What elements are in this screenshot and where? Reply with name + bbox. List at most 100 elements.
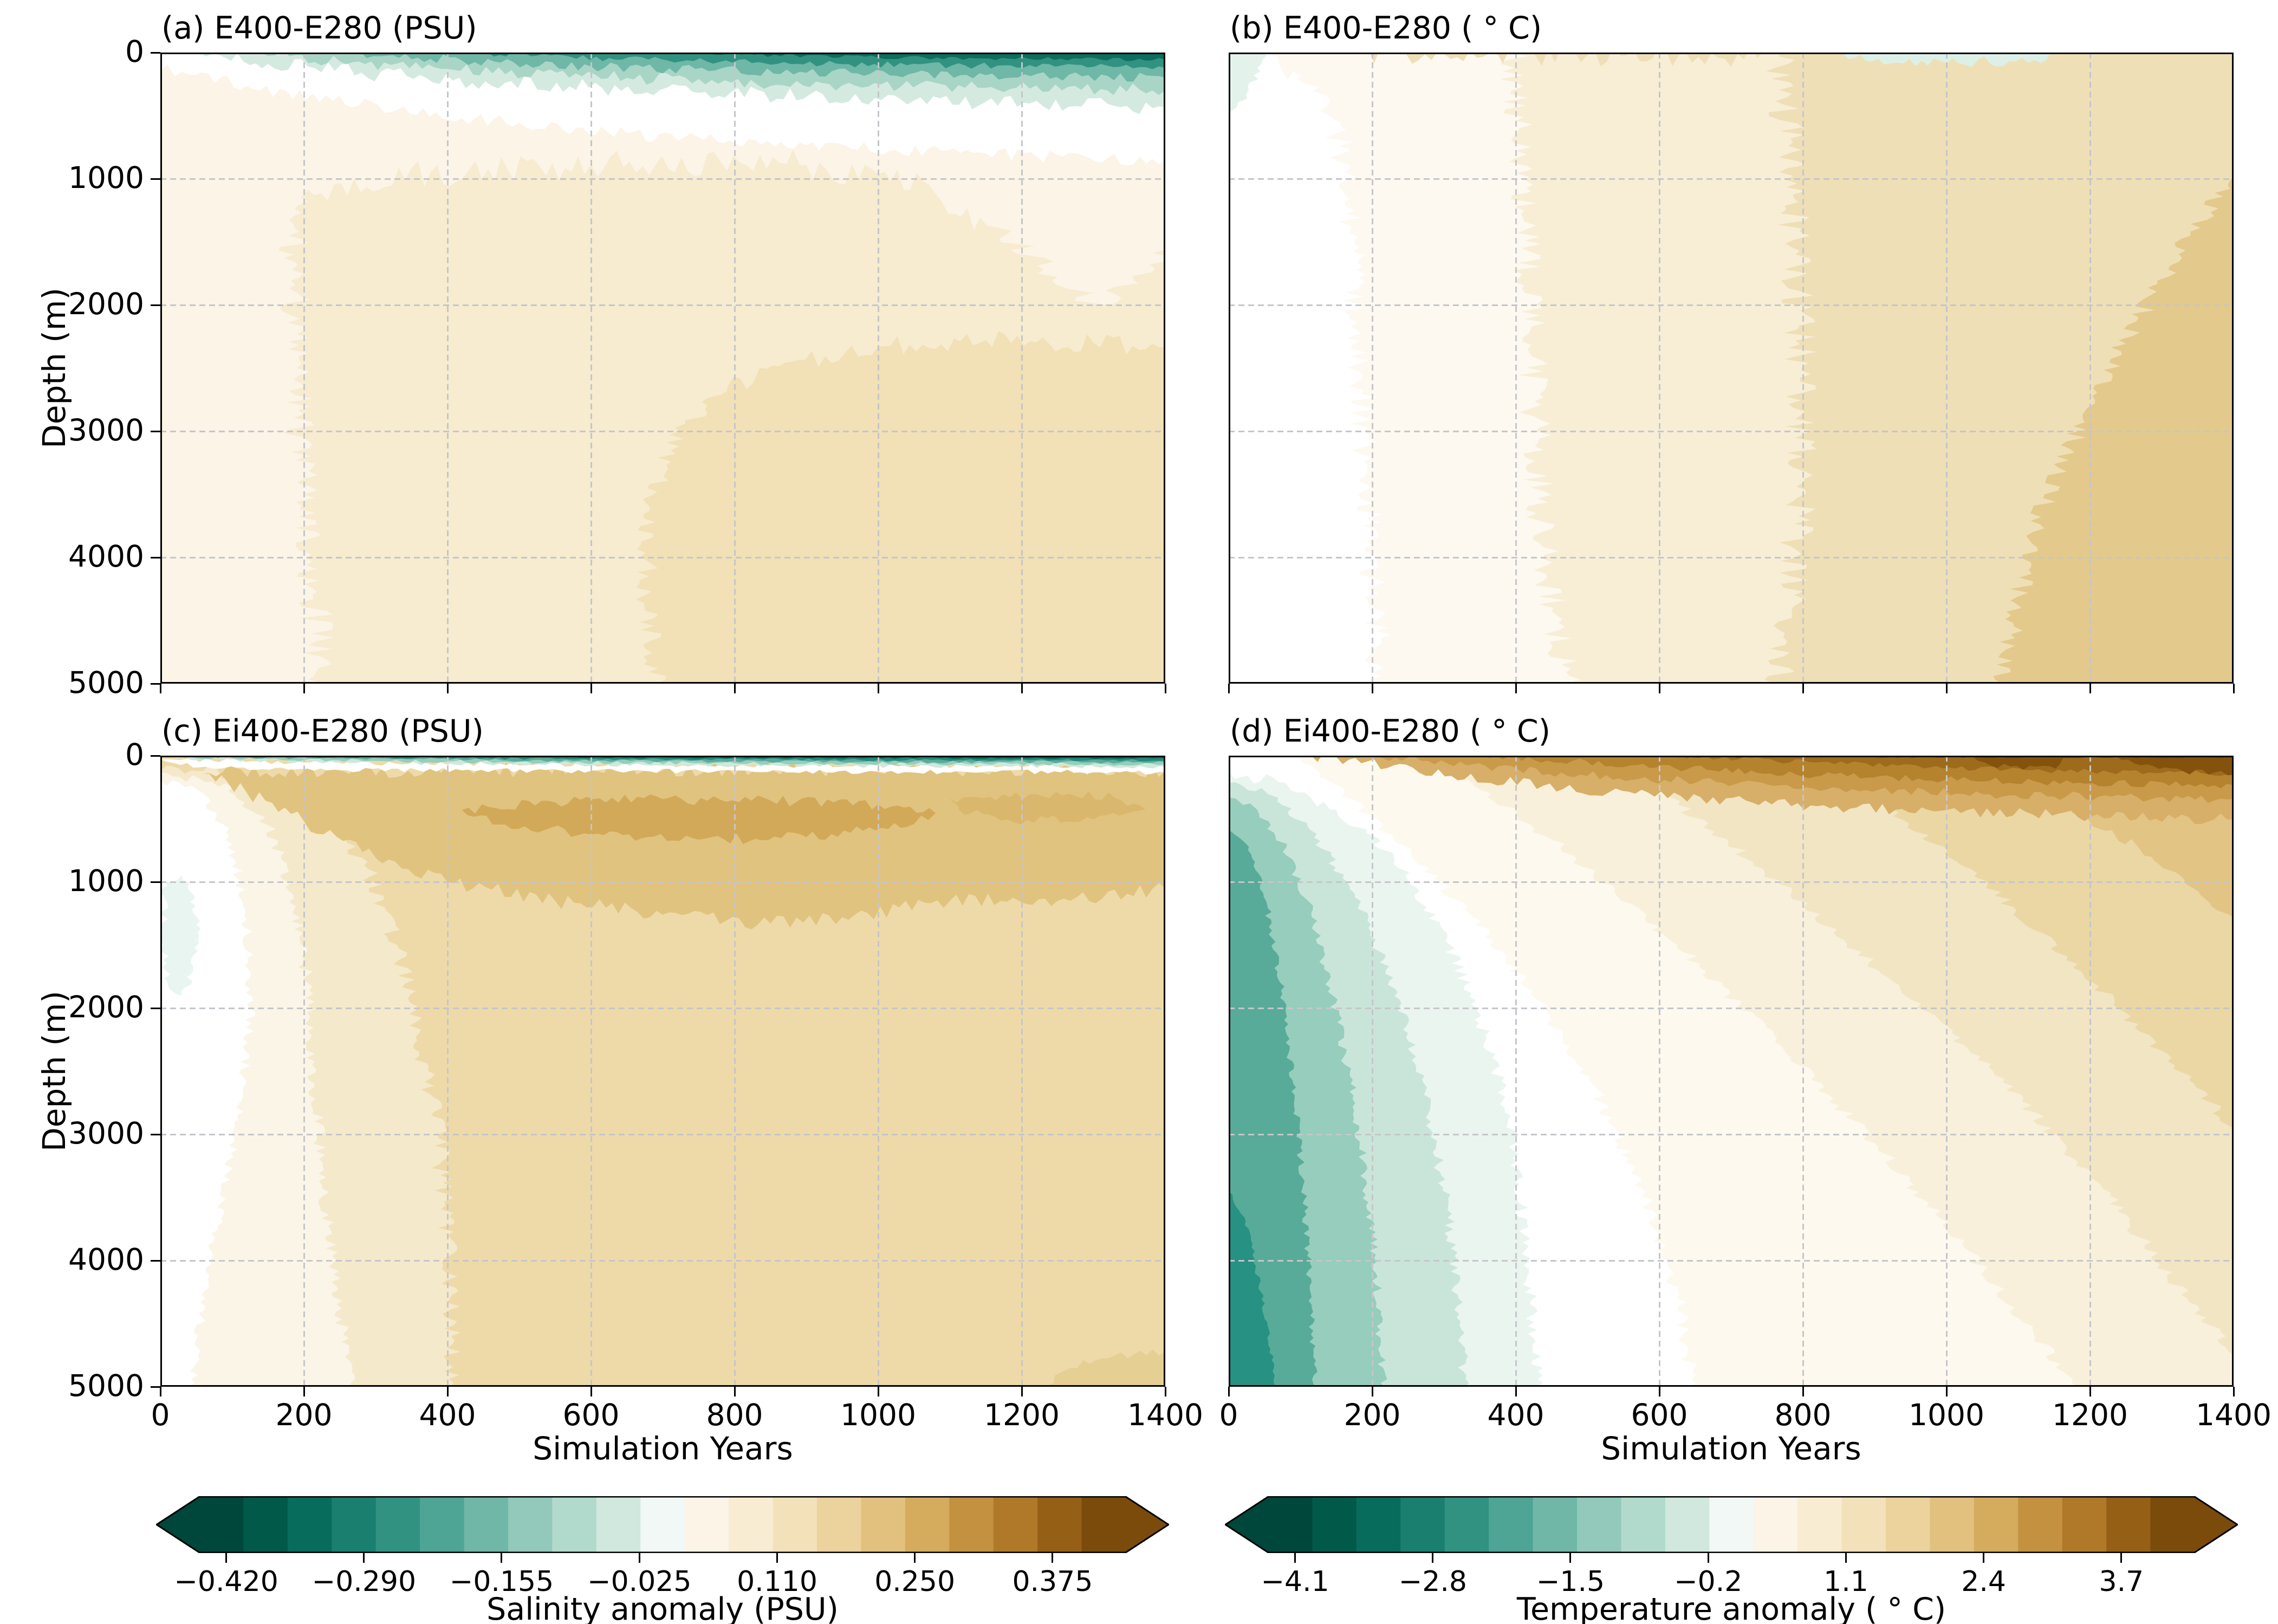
colorbar-tick (225, 1553, 228, 1563)
gridline-vertical (1802, 756, 1804, 1387)
colorbar-tick-label: −0.290 (311, 1565, 417, 1598)
colorbar-tick (776, 1553, 778, 1563)
colorbar-tick-label: −0.2 (1674, 1565, 1743, 1598)
x-tick (1802, 1387, 1804, 1396)
colorbar-tick-label: 0.110 (737, 1565, 817, 1598)
x-tick (1021, 1387, 1023, 1396)
y-tick-label: 4000 (68, 539, 144, 574)
panel-c-title: (c) Ei400-E280 (PSU) (161, 713, 484, 749)
x-tick (1945, 684, 1948, 693)
x-tick-label: 800 (1774, 1398, 1832, 1432)
gridline-vertical (1372, 756, 1373, 1387)
panel-b-title: (b) E400-E280 ( ° C) (1230, 10, 1542, 46)
x-tick-label: 800 (706, 1398, 763, 1432)
gridline-horizontal (1229, 304, 2234, 306)
y-tick (151, 1259, 160, 1262)
colorbar-tick-label: 3.7 (2099, 1565, 2144, 1598)
gridline-vertical (590, 756, 592, 1387)
x-tick (1021, 684, 1023, 693)
gridline-horizontal (160, 1008, 1165, 1009)
gridline-vertical (1802, 53, 1804, 684)
gridline-vertical (1659, 53, 1660, 684)
colorbar-tick-label: 1.1 (1823, 1565, 1868, 1598)
colorbar-tick-label: −2.8 (1398, 1565, 1467, 1598)
colorbar-tick (2120, 1553, 2123, 1563)
panel-a-plot (160, 53, 1165, 684)
colorbar-tick (1845, 1553, 1847, 1563)
gridline-horizontal (160, 178, 1165, 180)
colorbar-tick (1707, 1553, 1709, 1563)
x-tick (1945, 1387, 1948, 1396)
x-axis-label-right: Simulation Years (1601, 1430, 1861, 1467)
gridline-horizontal (1229, 1134, 2234, 1135)
gridline-horizontal (1229, 1008, 2234, 1009)
colorbar-tick-label: −1.5 (1536, 1565, 1605, 1598)
gridline-horizontal (1229, 178, 2234, 180)
x-tick-label: 1200 (2052, 1398, 2128, 1432)
y-tick (151, 51, 160, 54)
panel-b-plot (1229, 53, 2234, 684)
x-tick (303, 1387, 305, 1396)
x-tick (2089, 1387, 2091, 1396)
x-tick (2232, 1387, 2235, 1396)
x-tick (159, 684, 161, 693)
gridline-vertical (1515, 53, 1517, 684)
y-tick (151, 178, 160, 180)
colorbar-tick-label: 0.250 (874, 1565, 956, 1598)
x-tick (1515, 684, 1517, 693)
x-tick (1164, 684, 1166, 693)
y-tick-label: 0 (125, 34, 144, 69)
gridline-horizontal (160, 1134, 1165, 1135)
colorbar-tick (1432, 1553, 1434, 1563)
gridline-vertical (1659, 756, 1660, 1387)
x-tick (1371, 1387, 1373, 1396)
gridline-horizontal (1229, 557, 2234, 558)
gridline-horizontal (160, 881, 1165, 883)
x-tick (877, 1387, 879, 1396)
contour-field-a (160, 53, 1165, 684)
contour-field-c (160, 756, 1165, 1387)
colorbar-temperature (1224, 1496, 2239, 1554)
x-tick (590, 684, 592, 693)
x-tick (159, 1387, 161, 1396)
colorbar-0-svg (155, 1496, 1170, 1554)
x-tick (1164, 1387, 1166, 1396)
gridline-horizontal (1229, 1260, 2234, 1262)
x-tick (1658, 684, 1660, 693)
y-tick-label: 3000 (68, 413, 144, 447)
panel-d-title: (d) Ei400-E280 ( ° C) (1230, 713, 1550, 749)
x-tick (446, 684, 449, 693)
panel-d-plot (1229, 756, 2234, 1387)
x-tick (2232, 684, 2235, 693)
x-tick (590, 1387, 592, 1396)
colorbar-tick-label: −0.420 (174, 1565, 278, 1598)
colorbar-tick-label: −0.155 (449, 1565, 554, 1598)
colorbar-tick (638, 1553, 640, 1563)
panel-c-plot (160, 756, 1165, 1387)
colorbar-tick (1052, 1553, 1054, 1563)
colorbar-1-svg (1224, 1496, 2239, 1554)
x-tick-label: 400 (1487, 1398, 1544, 1432)
y-axis-label-wrap-top: Depth (m) (33, 53, 76, 684)
gridline-vertical (447, 756, 449, 1387)
x-tick (1802, 684, 1804, 693)
x-tick (734, 684, 736, 693)
x-tick-label: 1400 (2196, 1398, 2271, 1432)
gridline-horizontal (160, 1260, 1165, 1262)
x-tick (1515, 1387, 1517, 1396)
gridline-vertical (447, 53, 449, 684)
y-tick (151, 556, 160, 558)
gridline-horizontal (160, 431, 1165, 432)
gridline-horizontal (160, 304, 1165, 306)
y-axis-label-wrap-bottom: Depth (m) (33, 756, 76, 1387)
x-tick-label: 200 (1344, 1398, 1401, 1432)
x-tick-label: 1400 (1127, 1398, 1203, 1432)
y-tick (151, 755, 160, 757)
colorbar-salinity-label: Salinity anomaly (PSU) (486, 1591, 839, 1624)
gridline-vertical (734, 756, 736, 1387)
x-tick (734, 1387, 736, 1396)
x-tick-label: 0 (1219, 1398, 1238, 1432)
y-tick-label: 2000 (68, 287, 144, 321)
gridline-vertical (303, 53, 305, 684)
x-tick-label: 1200 (984, 1398, 1060, 1432)
